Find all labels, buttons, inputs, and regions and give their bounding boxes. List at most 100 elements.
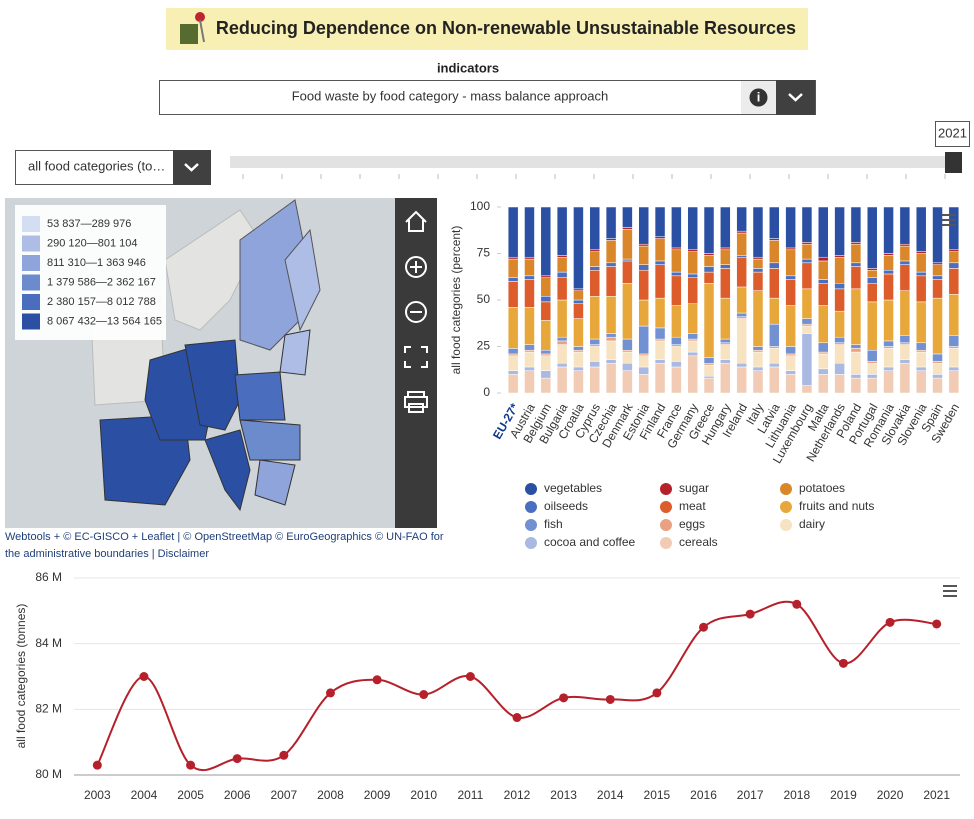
bar-segment [834,374,845,394]
bar-segment [850,206,862,243]
bar-segment [948,366,960,371]
bar-segment [801,258,813,264]
bar-segment [720,247,731,251]
bar-segment [899,342,911,345]
point [279,750,289,760]
bar-segment [736,255,747,258]
bar-segment [850,262,862,267]
bar-segment [720,249,731,265]
bar-segment [573,370,584,394]
bar-segment [883,348,894,368]
bar-segment [622,351,633,364]
bar-segment [948,262,960,269]
x-tick-label: 2021 [923,788,950,802]
bar-segment [785,374,796,394]
bar-segment [605,240,617,264]
bar-segment [769,348,780,364]
bar-segment [605,359,617,364]
point [605,694,615,704]
point [139,672,149,681]
legend-marker [660,501,672,513]
indicator-selected: Food waste by food category - mass balan… [292,88,609,103]
y-tick-label: 86 M [35,570,62,584]
bar-segment [769,362,780,368]
bar-segment [556,366,568,394]
home-button[interactable] [405,210,427,232]
bar-segment [899,290,911,336]
point [419,690,429,700]
indicator-dropdown[interactable] [159,80,816,115]
bar-segment [703,266,715,273]
bar-segment [866,374,878,379]
bar-segment [556,277,568,301]
chart-menu[interactable] [943,585,957,597]
map-toolbar [395,198,437,528]
bar-segment [736,286,747,314]
zoom-in-button[interactable] [405,256,427,278]
indicator-chevron[interactable] [776,80,815,115]
bar-segment [769,297,780,325]
bar-segment [556,299,568,338]
fullscreen-button[interactable] [404,346,428,368]
bar-segment [866,361,878,364]
print-button[interactable] [404,391,428,413]
bar-segment [638,264,649,271]
bar-segment [915,251,927,254]
point [838,658,848,668]
legend-label: 811 310—1 363 946 [47,257,146,269]
bar-segment [589,366,601,394]
year-slider-track[interactable] [230,156,962,168]
year-slider-handle[interactable] [945,152,962,173]
x-tick-label: 2007 [270,788,297,802]
bar-segment [622,283,633,340]
bar-segment [899,264,911,291]
bar-segment [524,349,535,353]
legend-marker [525,519,537,531]
bar-segment [736,318,747,364]
bar-segment [866,362,878,375]
bar-segment [915,253,927,273]
bar-segment [720,268,731,299]
legend-marker [780,483,792,495]
bar-segment [605,262,617,267]
bar-segment [932,374,943,379]
zoom-out-button[interactable] [405,301,427,323]
bar-segment [556,362,568,368]
bar-segment [785,247,796,251]
bar-segment [638,366,649,375]
slider-ticks [242,174,946,179]
bar-segment [769,268,780,299]
legend-label: 290 120—801 104 [47,237,138,249]
bar-segment [671,346,682,362]
bar-segment [948,249,960,252]
bar-segment [573,288,584,291]
bar-segment [915,351,927,368]
bar-segment [720,264,731,269]
bar-segment [883,206,894,254]
chart-menu[interactable] [942,214,956,226]
bar-segment [752,271,764,291]
bar-segment [671,344,682,347]
bar-segment [801,385,813,394]
x-tick-label: 2013 [550,788,577,802]
bar-segment [883,340,894,347]
x-tick-label: 2008 [317,788,344,802]
point [325,688,335,698]
category-chevron[interactable] [173,150,211,185]
bar-segment [883,299,894,342]
bar-segment [524,351,535,368]
bar-segment [589,251,601,267]
x-tick-label: 2011 [457,788,483,802]
bar-segment [573,299,584,304]
bar-segment [589,266,601,271]
bar-segment [622,229,633,260]
bar-segment [866,377,878,394]
bar-segment [883,366,894,371]
bar-segment [785,275,796,280]
bar-segment [866,269,878,278]
bar-segment [605,266,617,297]
bar-segment [687,251,698,275]
bar-segment [524,307,535,345]
bar-segment [785,355,796,371]
